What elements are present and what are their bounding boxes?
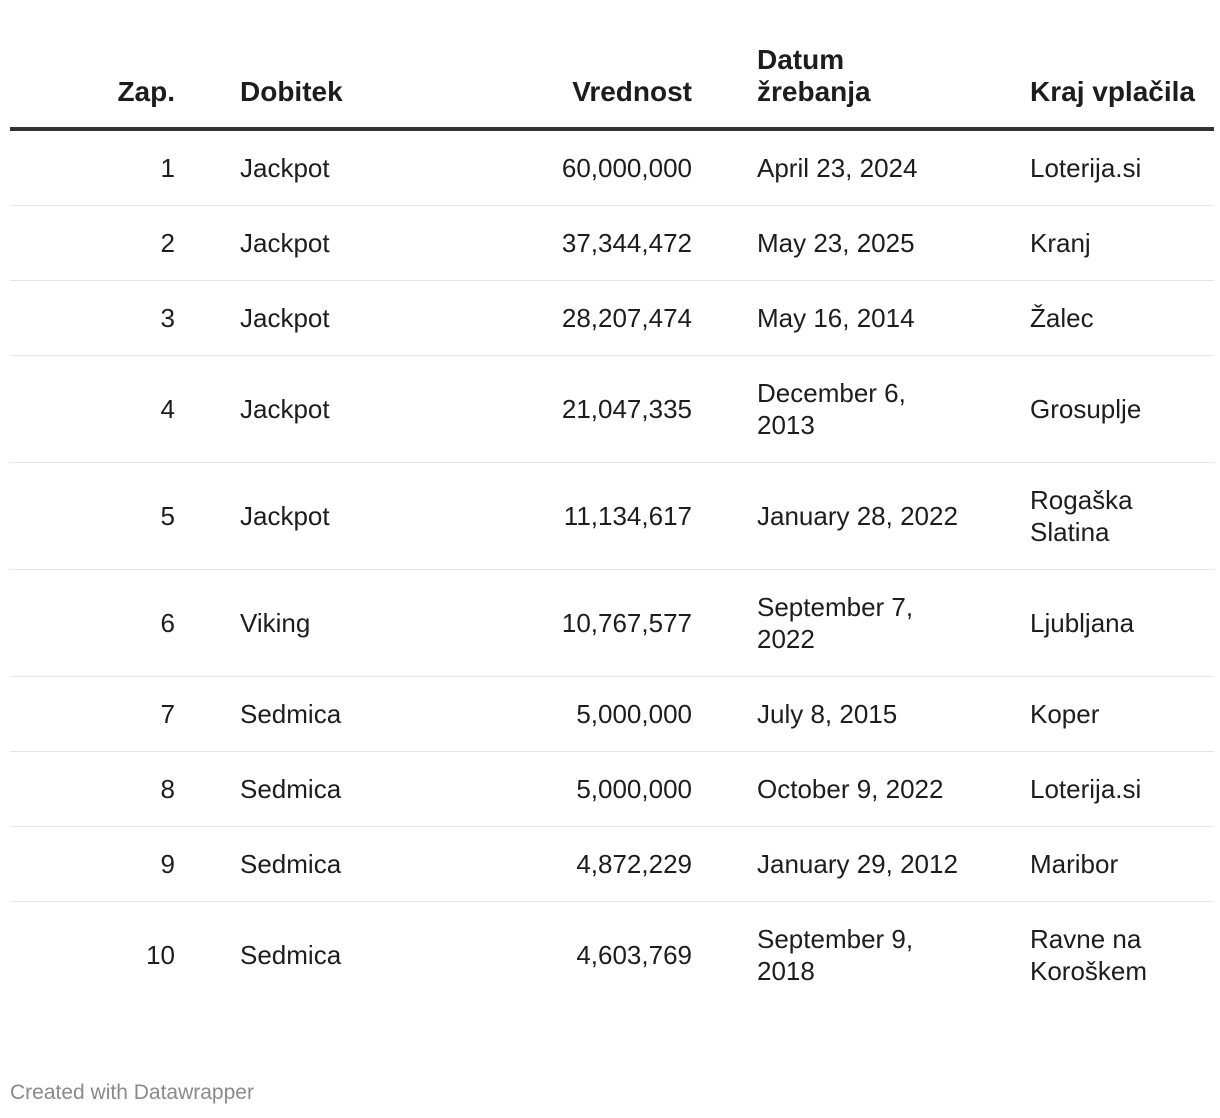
cell-dobitek: Jackpot — [191, 280, 472, 356]
cell-kraj: Koper — [988, 676, 1214, 752]
table-row: 7 Sedmica 5,000,000 July 8, 2015 Koper — [10, 676, 1214, 752]
cell-kraj: Maribor — [988, 826, 1214, 902]
cell-vrednost: 4,603,769 — [576, 940, 692, 970]
cell-kraj: Grosuplje — [988, 355, 1214, 463]
cell-vrednost: 4,872,229 — [472, 826, 708, 902]
cell-kraj: Ljubljana — [988, 569, 1214, 677]
cell-zap: 3 — [10, 280, 191, 356]
cell-datum: May 16, 2014 — [708, 280, 988, 356]
cell-vrednost: 10,767,577 — [472, 569, 708, 677]
table-row: 9 Sedmica 4,872,229 January 29, 2012 Maribor — [10, 826, 1214, 902]
cell-datum: April 23, 2024 — [708, 129, 988, 206]
cell-vrednost: 60,000,000 — [472, 129, 708, 206]
cell-datum: May 23, 2025 — [708, 205, 988, 281]
cell-dobitek: Sedmica — [191, 826, 472, 902]
lottery-table: Zap. Dobitek Vrednost Datum žrebanja Kra… — [10, 44, 1214, 1008]
cell-zap: 1 — [10, 129, 191, 206]
cell-datum: September 9, 2018 — [757, 924, 914, 986]
table-row: 3 Jackpot 28,207,474 May 16, 2014 Žalec — [10, 280, 1214, 356]
cell-zap: 7 — [10, 676, 191, 752]
cell-dobitek: Jackpot — [191, 462, 472, 570]
table-row: 2 Jackpot 37,344,472 May 23, 2025 Kranj — [10, 205, 1214, 281]
cell-zap: 9 — [10, 826, 191, 902]
cell-datum: January 28, 2022 — [708, 462, 988, 570]
cell-zap: 5 — [10, 462, 191, 570]
table-row: 1 Jackpot 60,000,000 April 23, 2024 Loterija… — [10, 129, 1214, 206]
cell-datum: December 6, 2013 — [708, 355, 988, 463]
cell-kraj: Žalec — [988, 280, 1214, 356]
header-row: Zap. Dobitek Vrednost Datum žrebanja Kra… — [10, 44, 1214, 131]
table-row: 10 Sedmica 4,603,769 September 9, 2018 Ravne… — [10, 902, 1214, 1009]
cell-zap: 8 — [10, 751, 191, 827]
cell-dobitek: Jackpot — [191, 205, 472, 281]
cell-dobitek: Sedmica — [240, 940, 342, 970]
cell-datum: October 9, 2022 — [708, 751, 988, 827]
cell-vrednost: 37,344,472 — [472, 205, 708, 281]
cell-dobitek: Sedmica — [191, 751, 472, 827]
cell-kraj: Kranj — [988, 205, 1214, 281]
table-row: 8 Sedmica 5,000,000 October 9, 2022 Loterija… — [10, 751, 1214, 827]
cell-dobitek: Jackpot — [191, 129, 472, 206]
cell-zap: 10 — [146, 940, 175, 970]
header-dobitek[interactable]: Dobitek — [191, 44, 472, 131]
table-row: 4 Jackpot 21,047,335 December 6, 2013 Grosup… — [10, 355, 1214, 463]
header-kraj[interactable]: Kraj vplačila — [988, 44, 1214, 131]
cell-datum: January 29, 2012 — [708, 826, 988, 902]
cell-vrednost: 11,134,617 — [472, 462, 708, 570]
header-zap[interactable]: Zap. — [10, 44, 191, 131]
cell-zap: 2 — [10, 205, 191, 281]
cell-kraj: Loterija.si — [988, 751, 1214, 827]
cell-kraj: Loterija.si — [988, 129, 1214, 206]
cell-datum: September 7, 2022 — [708, 569, 988, 677]
table-row: 6 Viking 10,767,577 September 7, 2022 Ljublj… — [10, 569, 1214, 677]
cell-zap: 6 — [10, 569, 191, 677]
cell-vrednost: 21,047,335 — [472, 355, 708, 463]
cell-kraj: Ravne na Koroškem — [1030, 924, 1148, 986]
cell-vrednost: 28,207,474 — [472, 280, 708, 356]
cell-dobitek: Sedmica — [191, 676, 472, 752]
cell-dobitek: Viking — [191, 569, 472, 677]
header-vrednost[interactable]: Vrednost — [472, 44, 708, 131]
header-datum[interactable]: Datum žrebanja — [708, 44, 988, 131]
cell-zap: 4 — [10, 355, 191, 463]
table-row: 5 Jackpot 11,134,617 January 28, 2022 Rogašk… — [10, 462, 1214, 570]
cell-vrednost: 5,000,000 — [472, 676, 708, 752]
cell-dobitek: Jackpot — [191, 355, 472, 463]
cell-datum: July 8, 2015 — [708, 676, 988, 752]
cell-vrednost: 5,000,000 — [472, 751, 708, 827]
datawrapper-credit[interactable]: Created with Datawrapper — [10, 1081, 254, 1104]
cell-kraj: Rogaška Slatina — [988, 462, 1214, 570]
